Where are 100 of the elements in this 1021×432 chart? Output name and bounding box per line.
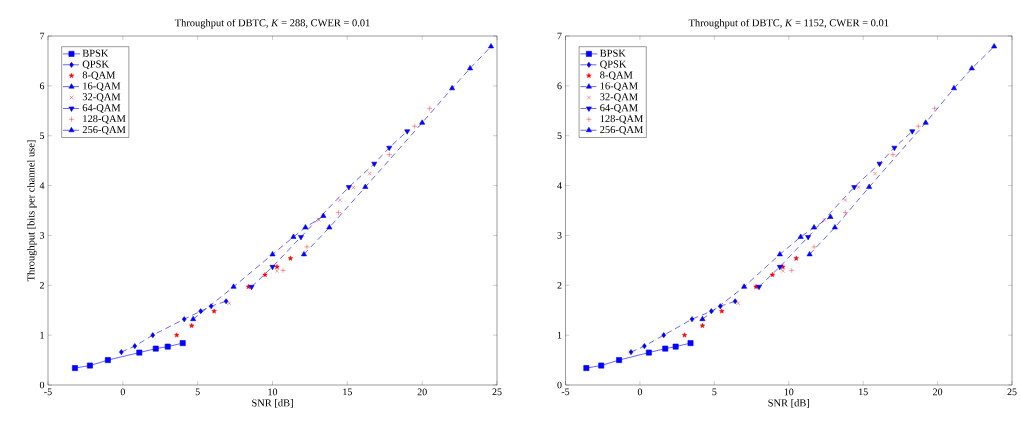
legend-label: 16-QAM xyxy=(600,82,638,92)
point xyxy=(87,362,93,369)
legend-label: 8-QAM xyxy=(82,71,116,81)
point xyxy=(616,357,622,363)
point xyxy=(876,161,883,167)
y-tick-label: 0 xyxy=(557,381,562,389)
point xyxy=(179,340,186,347)
point xyxy=(274,264,280,270)
point xyxy=(780,268,785,273)
point xyxy=(119,349,124,355)
point xyxy=(269,265,276,271)
point xyxy=(719,308,725,314)
y-tick-label: 3 xyxy=(39,232,45,239)
point xyxy=(811,244,817,250)
point xyxy=(661,332,666,339)
point xyxy=(404,129,411,135)
point xyxy=(367,171,372,176)
legend-label: 16-QAM xyxy=(83,82,121,92)
legend-label: QPSK xyxy=(82,60,109,70)
y-tick-label: 6 xyxy=(557,82,562,90)
point xyxy=(362,183,369,189)
x-tick-label: 10 xyxy=(784,388,794,396)
point xyxy=(208,303,214,310)
point xyxy=(269,251,276,257)
point xyxy=(304,244,310,250)
legend-label: 256-QAM xyxy=(82,126,126,135)
point xyxy=(951,85,957,91)
point xyxy=(699,315,706,321)
point xyxy=(337,198,342,202)
point xyxy=(426,105,433,111)
legend-label: 256-QAM xyxy=(600,126,643,135)
point xyxy=(699,322,706,328)
point xyxy=(320,212,327,218)
point xyxy=(136,349,143,356)
point xyxy=(718,303,723,310)
point xyxy=(689,316,695,323)
x-tick-label: 0 xyxy=(637,388,643,396)
point xyxy=(290,233,297,239)
point xyxy=(230,283,237,289)
legend-label: 32-QAM xyxy=(600,93,638,102)
point xyxy=(672,343,679,350)
x-tick-label: 20 xyxy=(417,388,427,396)
point xyxy=(198,308,203,315)
point xyxy=(72,365,78,371)
point xyxy=(164,343,171,350)
point xyxy=(856,185,861,190)
point xyxy=(873,171,878,176)
point xyxy=(326,224,333,230)
point xyxy=(174,332,180,338)
y-tick-label: 7 xyxy=(40,32,45,40)
y-tick-label: 5 xyxy=(40,132,45,140)
point xyxy=(811,224,817,230)
y-tick-label: 7 xyxy=(557,32,562,40)
point xyxy=(776,251,783,257)
point xyxy=(223,298,229,305)
point xyxy=(922,119,929,125)
point xyxy=(769,272,775,278)
point xyxy=(386,151,392,158)
point xyxy=(316,218,321,222)
point xyxy=(227,301,232,306)
point xyxy=(628,349,634,355)
point xyxy=(467,65,473,71)
point xyxy=(732,298,738,305)
x-axis-title: SNR [dB] xyxy=(252,399,293,408)
point xyxy=(832,224,838,230)
point xyxy=(851,185,858,191)
legend-label: BPSK xyxy=(82,49,109,57)
x-tick-label: 15 xyxy=(343,388,352,396)
point xyxy=(645,349,652,356)
point xyxy=(386,145,393,151)
legend-label: 32-QAM xyxy=(82,93,121,102)
point xyxy=(335,209,342,216)
x-tick-label: 25 xyxy=(1007,388,1017,396)
legend-label: 128-QAM xyxy=(83,115,126,124)
point xyxy=(287,255,294,261)
point xyxy=(371,161,378,167)
point xyxy=(181,316,187,323)
point xyxy=(642,343,647,350)
legend-label: QPSK xyxy=(600,60,627,70)
x-tick-label: 5 xyxy=(712,388,717,396)
y-tick-label: 1 xyxy=(557,331,562,339)
legend-label: 128-QAM xyxy=(600,115,643,124)
chart-title: Throughput of DBTC, K = 1152, CWER = 0.01 xyxy=(688,18,889,29)
point xyxy=(345,185,352,191)
point xyxy=(806,251,813,257)
legend-label: 8-QAM xyxy=(600,71,633,81)
y-tick-label: 4 xyxy=(39,182,45,189)
point xyxy=(968,65,975,71)
legend-label: 64-QAM xyxy=(600,104,638,113)
point xyxy=(909,129,916,135)
point xyxy=(866,183,873,189)
point xyxy=(709,308,714,315)
x-tick-label: 10 xyxy=(268,388,278,396)
x-tick-label: 5 xyxy=(195,388,200,396)
point xyxy=(736,301,741,306)
point xyxy=(301,251,307,257)
point xyxy=(991,43,998,49)
point xyxy=(411,123,418,129)
y-tick-label: 2 xyxy=(39,281,44,289)
point xyxy=(827,213,834,219)
